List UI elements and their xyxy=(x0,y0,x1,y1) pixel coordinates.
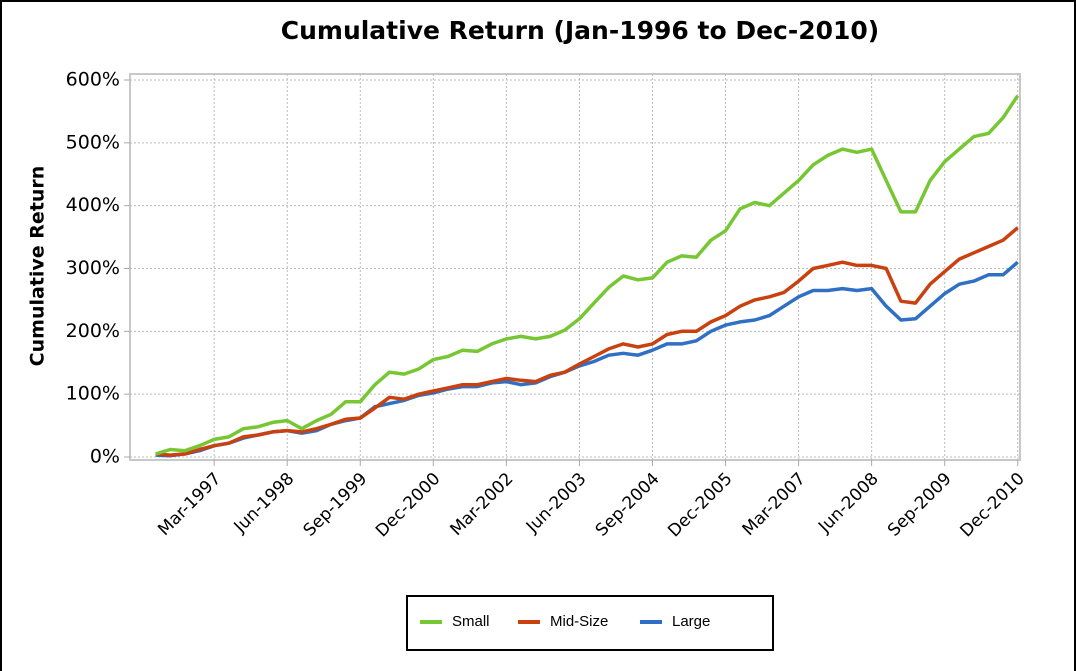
y-tick-label: 500% xyxy=(66,131,120,153)
series-line xyxy=(155,226,1019,457)
plot-area xyxy=(129,73,1021,461)
y-tick-label: 200% xyxy=(66,320,120,342)
y-axis-label: Cumulative Return xyxy=(27,166,49,367)
legend-label: Mid-Size xyxy=(550,613,608,630)
legend-label: Large xyxy=(672,613,710,630)
legend-label: Small xyxy=(452,613,490,630)
series-line xyxy=(155,94,1020,456)
y-tick-label: 400% xyxy=(66,194,120,216)
legend xyxy=(406,595,774,651)
y-tick-label: 0% xyxy=(90,446,120,468)
chart-title: Cumulative Return (Jan-1996 to Dec-2010) xyxy=(281,16,880,45)
y-tick-label: 300% xyxy=(66,257,120,279)
y-tick-label: 100% xyxy=(66,383,120,405)
y-tick-label: 600% xyxy=(66,69,120,91)
